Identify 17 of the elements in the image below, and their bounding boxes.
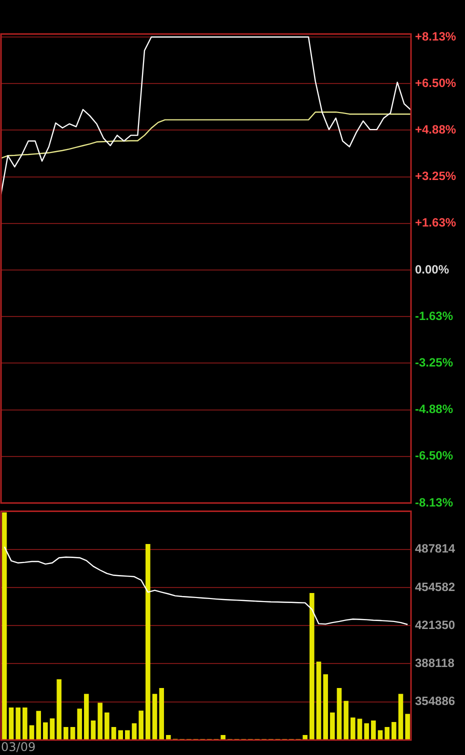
y-tick-label: 487814 [415,542,456,556]
y-tick-label: -1.63% [415,309,454,324]
y-tick-label: -3.25% [415,355,454,370]
y-tick-label: -6.50% [415,448,454,463]
y-tick-label: -4.88% [415,402,454,416]
text: 03/09 [1,740,36,754]
y-tick-label: 454582 [415,580,456,594]
y-tick-label: 0.00% [415,262,450,276]
y-tick-label: +4.88% [415,122,456,136]
y-tick-label: -8.13% [415,495,454,510]
y-tick-label: 421350 [415,618,456,632]
y-tick-label: 388118 [415,656,455,670]
y-tick-label: +3.25% [415,169,456,184]
y-tick-label: 354886 [415,694,456,708]
y-tick-label: +6.50% [415,76,456,90]
y-tick-label: +8.13% [415,29,456,44]
y-tick-label: +1.63% [415,216,456,230]
